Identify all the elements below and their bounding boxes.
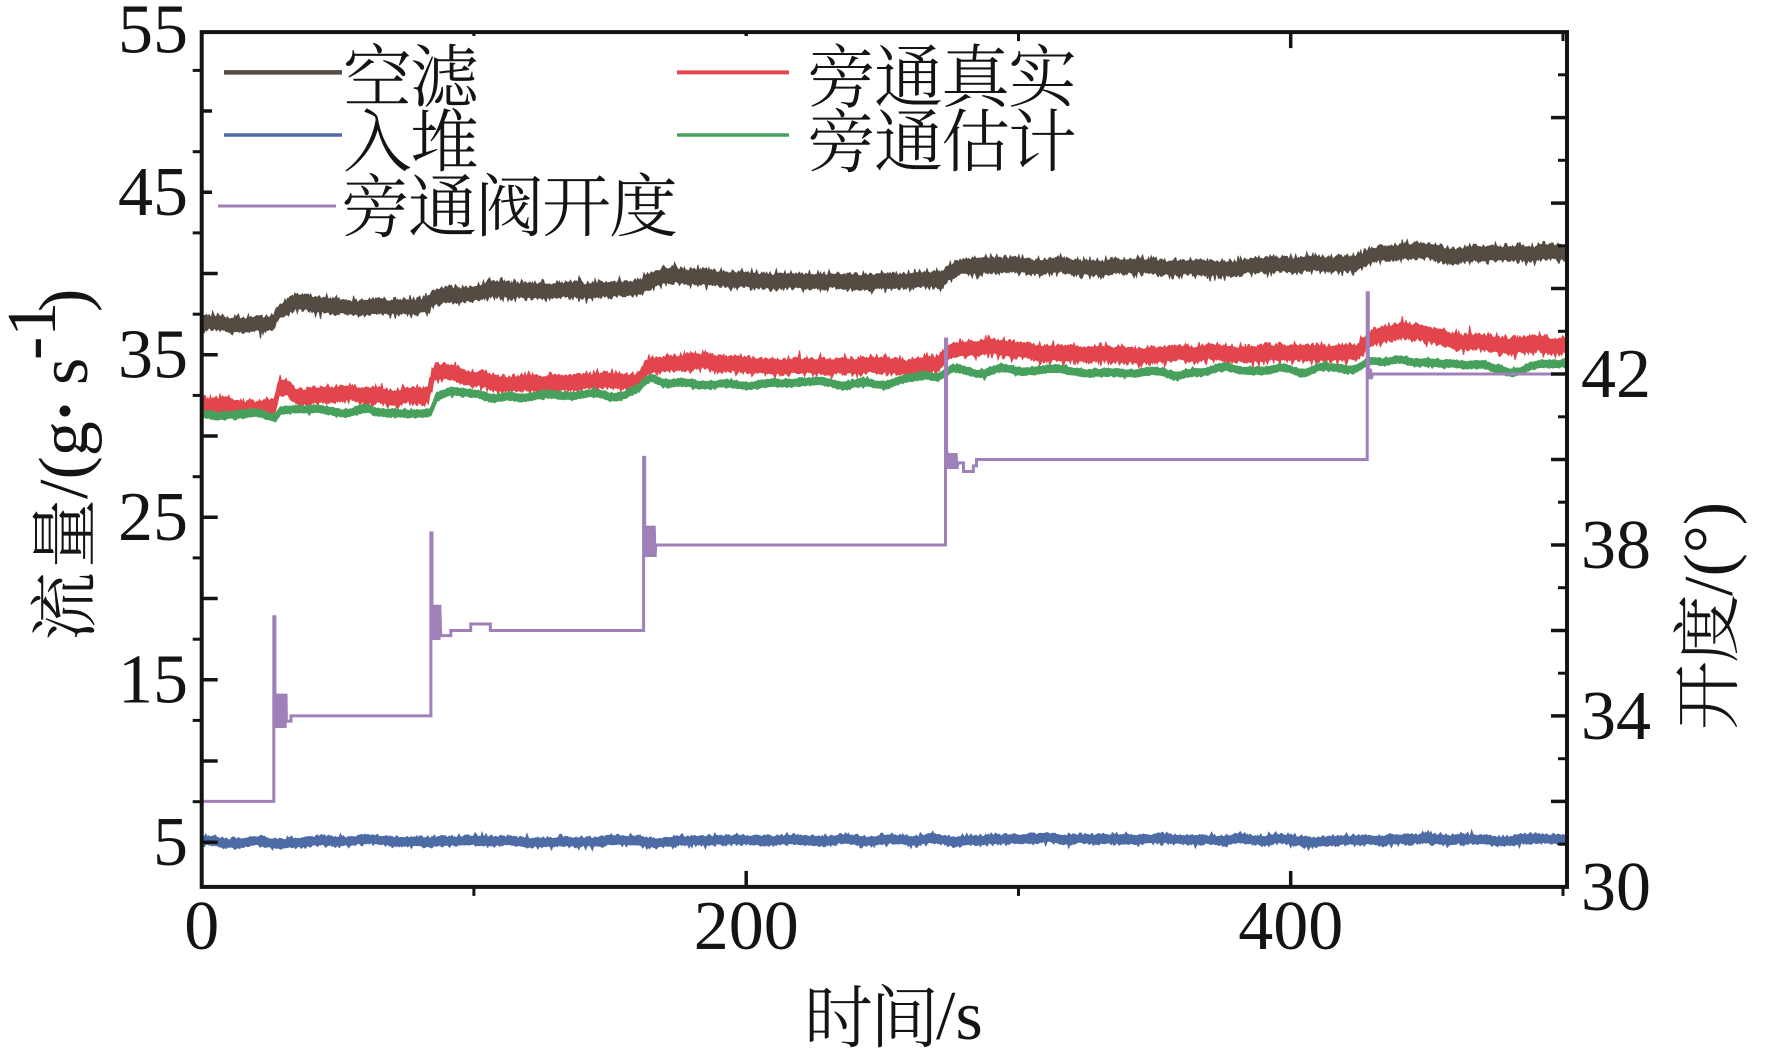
svg-text:-1: -1 [0,302,71,360]
svg-text:/s: /s [936,978,983,1055]
svg-text:5: 5 [153,804,188,881]
svg-text:s: s [26,358,103,385]
svg-text:200: 200 [694,888,799,965]
svg-text:400: 400 [1238,888,1343,965]
svg-text:45: 45 [118,154,188,231]
svg-text:0: 0 [184,888,219,965]
svg-text:): ) [26,289,103,312]
svg-text:25: 25 [118,479,188,556]
svg-text:42: 42 [1581,336,1651,413]
svg-text:34: 34 [1581,678,1651,755]
svg-text:35: 35 [118,317,188,394]
svg-text:15: 15 [118,642,188,719]
svg-text:30: 30 [1581,849,1651,926]
svg-text:55: 55 [118,0,188,69]
svg-text:38: 38 [1581,507,1651,584]
svg-text:/(°): /(°) [1671,502,1748,596]
svg-text:/(g: /(g [26,421,103,499]
